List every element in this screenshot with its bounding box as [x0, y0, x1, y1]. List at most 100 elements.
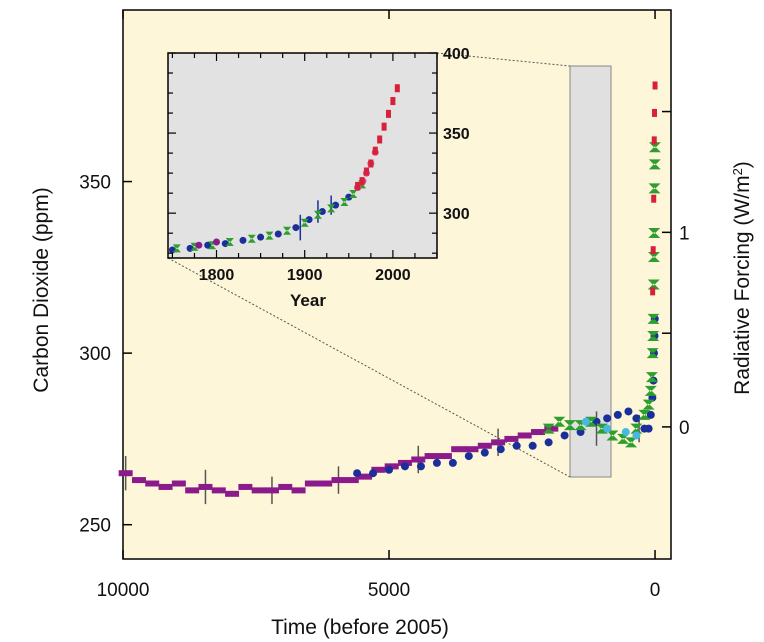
inset-x-tick-label: 1900: [287, 267, 323, 284]
data-point-green: [625, 437, 638, 448]
inset-point-red: [368, 159, 374, 168]
data-point-blue: [632, 414, 641, 423]
inset-point-red: [363, 167, 369, 176]
data-point-blue: [603, 414, 612, 423]
data-point-green: [617, 433, 630, 444]
main-y-axis-title: Carbon Dioxide (ppm): [30, 187, 53, 392]
data-point-purple: [145, 480, 160, 487]
data-point-green: [606, 430, 619, 441]
data-point-purple: [530, 429, 545, 436]
data-point-blue: [464, 452, 473, 461]
data-point-green: [638, 409, 651, 420]
inset-point: [305, 216, 313, 224]
data-point-blue: [624, 407, 633, 416]
data-point-green: [648, 142, 661, 153]
data-point-red: [650, 246, 656, 255]
data-point-purple: [171, 480, 186, 487]
data-point-blue: [448, 458, 457, 467]
inset-point: [332, 201, 340, 209]
data-point-purple: [238, 483, 253, 490]
data-point-purple: [371, 466, 386, 473]
main-x-tick-label: 0: [650, 580, 661, 601]
data-point-purple: [504, 435, 519, 442]
data-point-blue: [496, 445, 505, 454]
data-point-green: [648, 228, 661, 239]
data-point-purple: [424, 453, 439, 460]
main-y2-axis-title: Radiative Forcing (W/m2): [730, 161, 755, 395]
data-point-blue: [646, 410, 655, 419]
inset-x-axis-title: Year: [290, 291, 326, 310]
data-point-blue: [480, 448, 489, 457]
data-point-purple: [131, 477, 146, 484]
data-point-green: [644, 385, 657, 396]
data-point-blue: [432, 458, 441, 467]
data-point-blue: [512, 441, 521, 450]
main-y-tick-label: 350: [79, 173, 111, 194]
main-x-axis-title: Time (before 2005): [271, 616, 449, 639]
main-y2-tick-label: 1: [679, 223, 690, 244]
data-point-purple: [278, 483, 293, 490]
data-point-purple: [198, 483, 213, 490]
data-point-green: [563, 420, 576, 431]
inset-point-red: [359, 177, 365, 186]
inset-x-tick-label: 1800: [199, 267, 235, 284]
data-point-blue: [560, 431, 569, 440]
inset-point-red: [377, 135, 383, 144]
data-point-purple: [517, 432, 532, 439]
data-point-green: [648, 159, 661, 170]
inset-point: [213, 238, 221, 246]
data-point-purple: [437, 453, 452, 460]
data-point-purple: [158, 483, 173, 490]
data-point-purple: [118, 470, 133, 477]
inset-y-tick-label: 400: [443, 46, 470, 63]
data-point-green: [646, 348, 659, 359]
data-point-blue: [528, 441, 537, 450]
data-point-purple: [411, 456, 426, 463]
data-point-cyan: [603, 424, 612, 433]
main-y-tick-label: 250: [79, 516, 111, 537]
data-point-green: [630, 423, 643, 434]
data-point-blue: [369, 469, 378, 478]
inset-point-green: [247, 234, 256, 243]
data-point-blue: [416, 462, 425, 471]
data-point-cyan: [581, 417, 590, 426]
data-point-blue: [353, 469, 362, 478]
data-point-green: [647, 252, 660, 263]
data-point-purple: [251, 487, 266, 494]
inset-plot-area: [167, 52, 438, 259]
inset-y-tick-label: 350: [443, 126, 470, 143]
inset-point-green: [283, 226, 292, 235]
data-point-green: [645, 372, 658, 383]
data-point-blue: [385, 465, 394, 474]
inset-point: [318, 208, 326, 216]
inset-point-green: [265, 231, 274, 240]
data-point-red: [652, 108, 658, 117]
inset-point-red: [394, 84, 400, 93]
data-point-green: [553, 416, 566, 427]
data-point-purple: [264, 487, 279, 494]
data-point-blue: [400, 462, 409, 471]
inset-point-red: [355, 181, 361, 190]
recent-period-highlight: [569, 65, 612, 478]
data-point-purple: [185, 487, 200, 494]
data-point-blue: [644, 424, 653, 433]
data-point-green: [647, 313, 660, 324]
inset-point: [204, 241, 212, 249]
inset-point-green: [349, 189, 358, 198]
inset-point-green: [225, 237, 234, 246]
data-point-cyan: [632, 431, 641, 440]
data-point-purple: [477, 442, 492, 449]
main-y2-tick-label: 0: [679, 418, 690, 439]
inset-point: [195, 241, 203, 249]
inset-point-red: [385, 109, 391, 118]
inset-point: [292, 224, 300, 232]
data-point-cyan: [621, 428, 630, 437]
data-point-purple: [464, 446, 479, 453]
data-point-green: [647, 279, 660, 290]
inset-point: [239, 236, 247, 244]
data-point-green: [647, 330, 660, 341]
data-point-purple: [451, 446, 466, 453]
data-point-red: [651, 136, 657, 145]
data-point-blue: [613, 410, 622, 419]
data-point-blue: [544, 438, 553, 447]
